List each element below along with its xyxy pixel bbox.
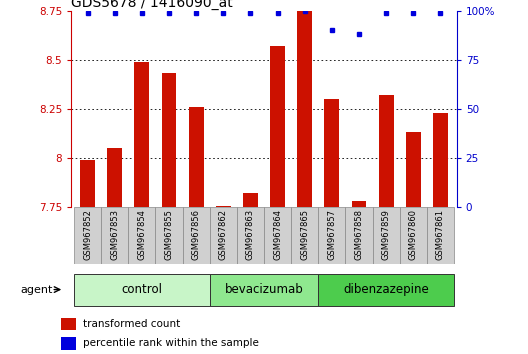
Text: GSM967857: GSM967857: [327, 209, 336, 260]
Text: bevacizumab: bevacizumab: [224, 283, 304, 296]
Bar: [216, 206, 231, 207]
Bar: [324, 99, 340, 207]
Text: GSM967852: GSM967852: [83, 209, 92, 260]
Text: GSM967864: GSM967864: [273, 209, 282, 260]
Text: agent: agent: [20, 285, 52, 295]
Text: GSM967855: GSM967855: [165, 209, 174, 260]
Text: GSM967863: GSM967863: [246, 209, 255, 260]
Bar: [183, 207, 210, 264]
Text: GSM967854: GSM967854: [137, 209, 146, 260]
Bar: [345, 207, 373, 264]
Bar: [433, 113, 448, 207]
Text: control: control: [121, 283, 162, 296]
Bar: [74, 207, 101, 264]
Bar: [107, 148, 122, 207]
Bar: [237, 207, 264, 264]
Bar: [270, 46, 285, 207]
Text: GDS5678 / 1416090_at: GDS5678 / 1416090_at: [71, 0, 233, 10]
Bar: [128, 207, 155, 264]
Text: GSM967856: GSM967856: [192, 209, 201, 260]
Bar: [400, 207, 427, 264]
Bar: [210, 274, 318, 306]
Text: GSM967861: GSM967861: [436, 209, 445, 260]
Bar: [74, 274, 210, 306]
Bar: [101, 207, 128, 264]
Bar: [80, 160, 95, 207]
Bar: [406, 132, 421, 207]
Bar: [243, 193, 258, 207]
Bar: [379, 95, 393, 207]
Bar: [210, 207, 237, 264]
Text: GSM967853: GSM967853: [110, 209, 119, 260]
Bar: [155, 207, 183, 264]
Text: GSM967862: GSM967862: [219, 209, 228, 260]
Bar: [352, 201, 366, 207]
Text: GSM967865: GSM967865: [300, 209, 309, 260]
Text: GSM967858: GSM967858: [354, 209, 363, 260]
Text: GSM967859: GSM967859: [382, 209, 391, 260]
Bar: [318, 207, 345, 264]
Bar: [427, 207, 454, 264]
Text: GSM967860: GSM967860: [409, 209, 418, 260]
Text: dibenzazepine: dibenzazepine: [343, 283, 429, 296]
Text: transformed count: transformed count: [83, 319, 181, 329]
Bar: [264, 207, 291, 264]
Bar: [373, 207, 400, 264]
Bar: [61, 318, 76, 330]
Bar: [61, 337, 76, 350]
Bar: [291, 207, 318, 264]
Bar: [162, 74, 176, 207]
Bar: [318, 274, 454, 306]
Bar: [297, 11, 312, 207]
Bar: [188, 107, 204, 207]
Text: percentile rank within the sample: percentile rank within the sample: [83, 338, 259, 348]
Bar: [135, 62, 149, 207]
